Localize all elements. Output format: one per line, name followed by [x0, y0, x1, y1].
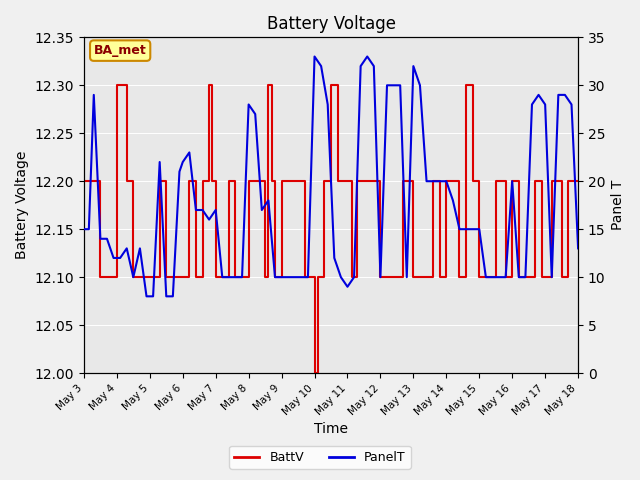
Text: BA_met: BA_met	[94, 44, 147, 57]
Y-axis label: Battery Voltage: Battery Voltage	[15, 151, 29, 259]
X-axis label: Time: Time	[314, 422, 348, 436]
Y-axis label: Panel T: Panel T	[611, 180, 625, 230]
Legend: BattV, PanelT: BattV, PanelT	[229, 446, 411, 469]
Title: Battery Voltage: Battery Voltage	[266, 15, 396, 33]
